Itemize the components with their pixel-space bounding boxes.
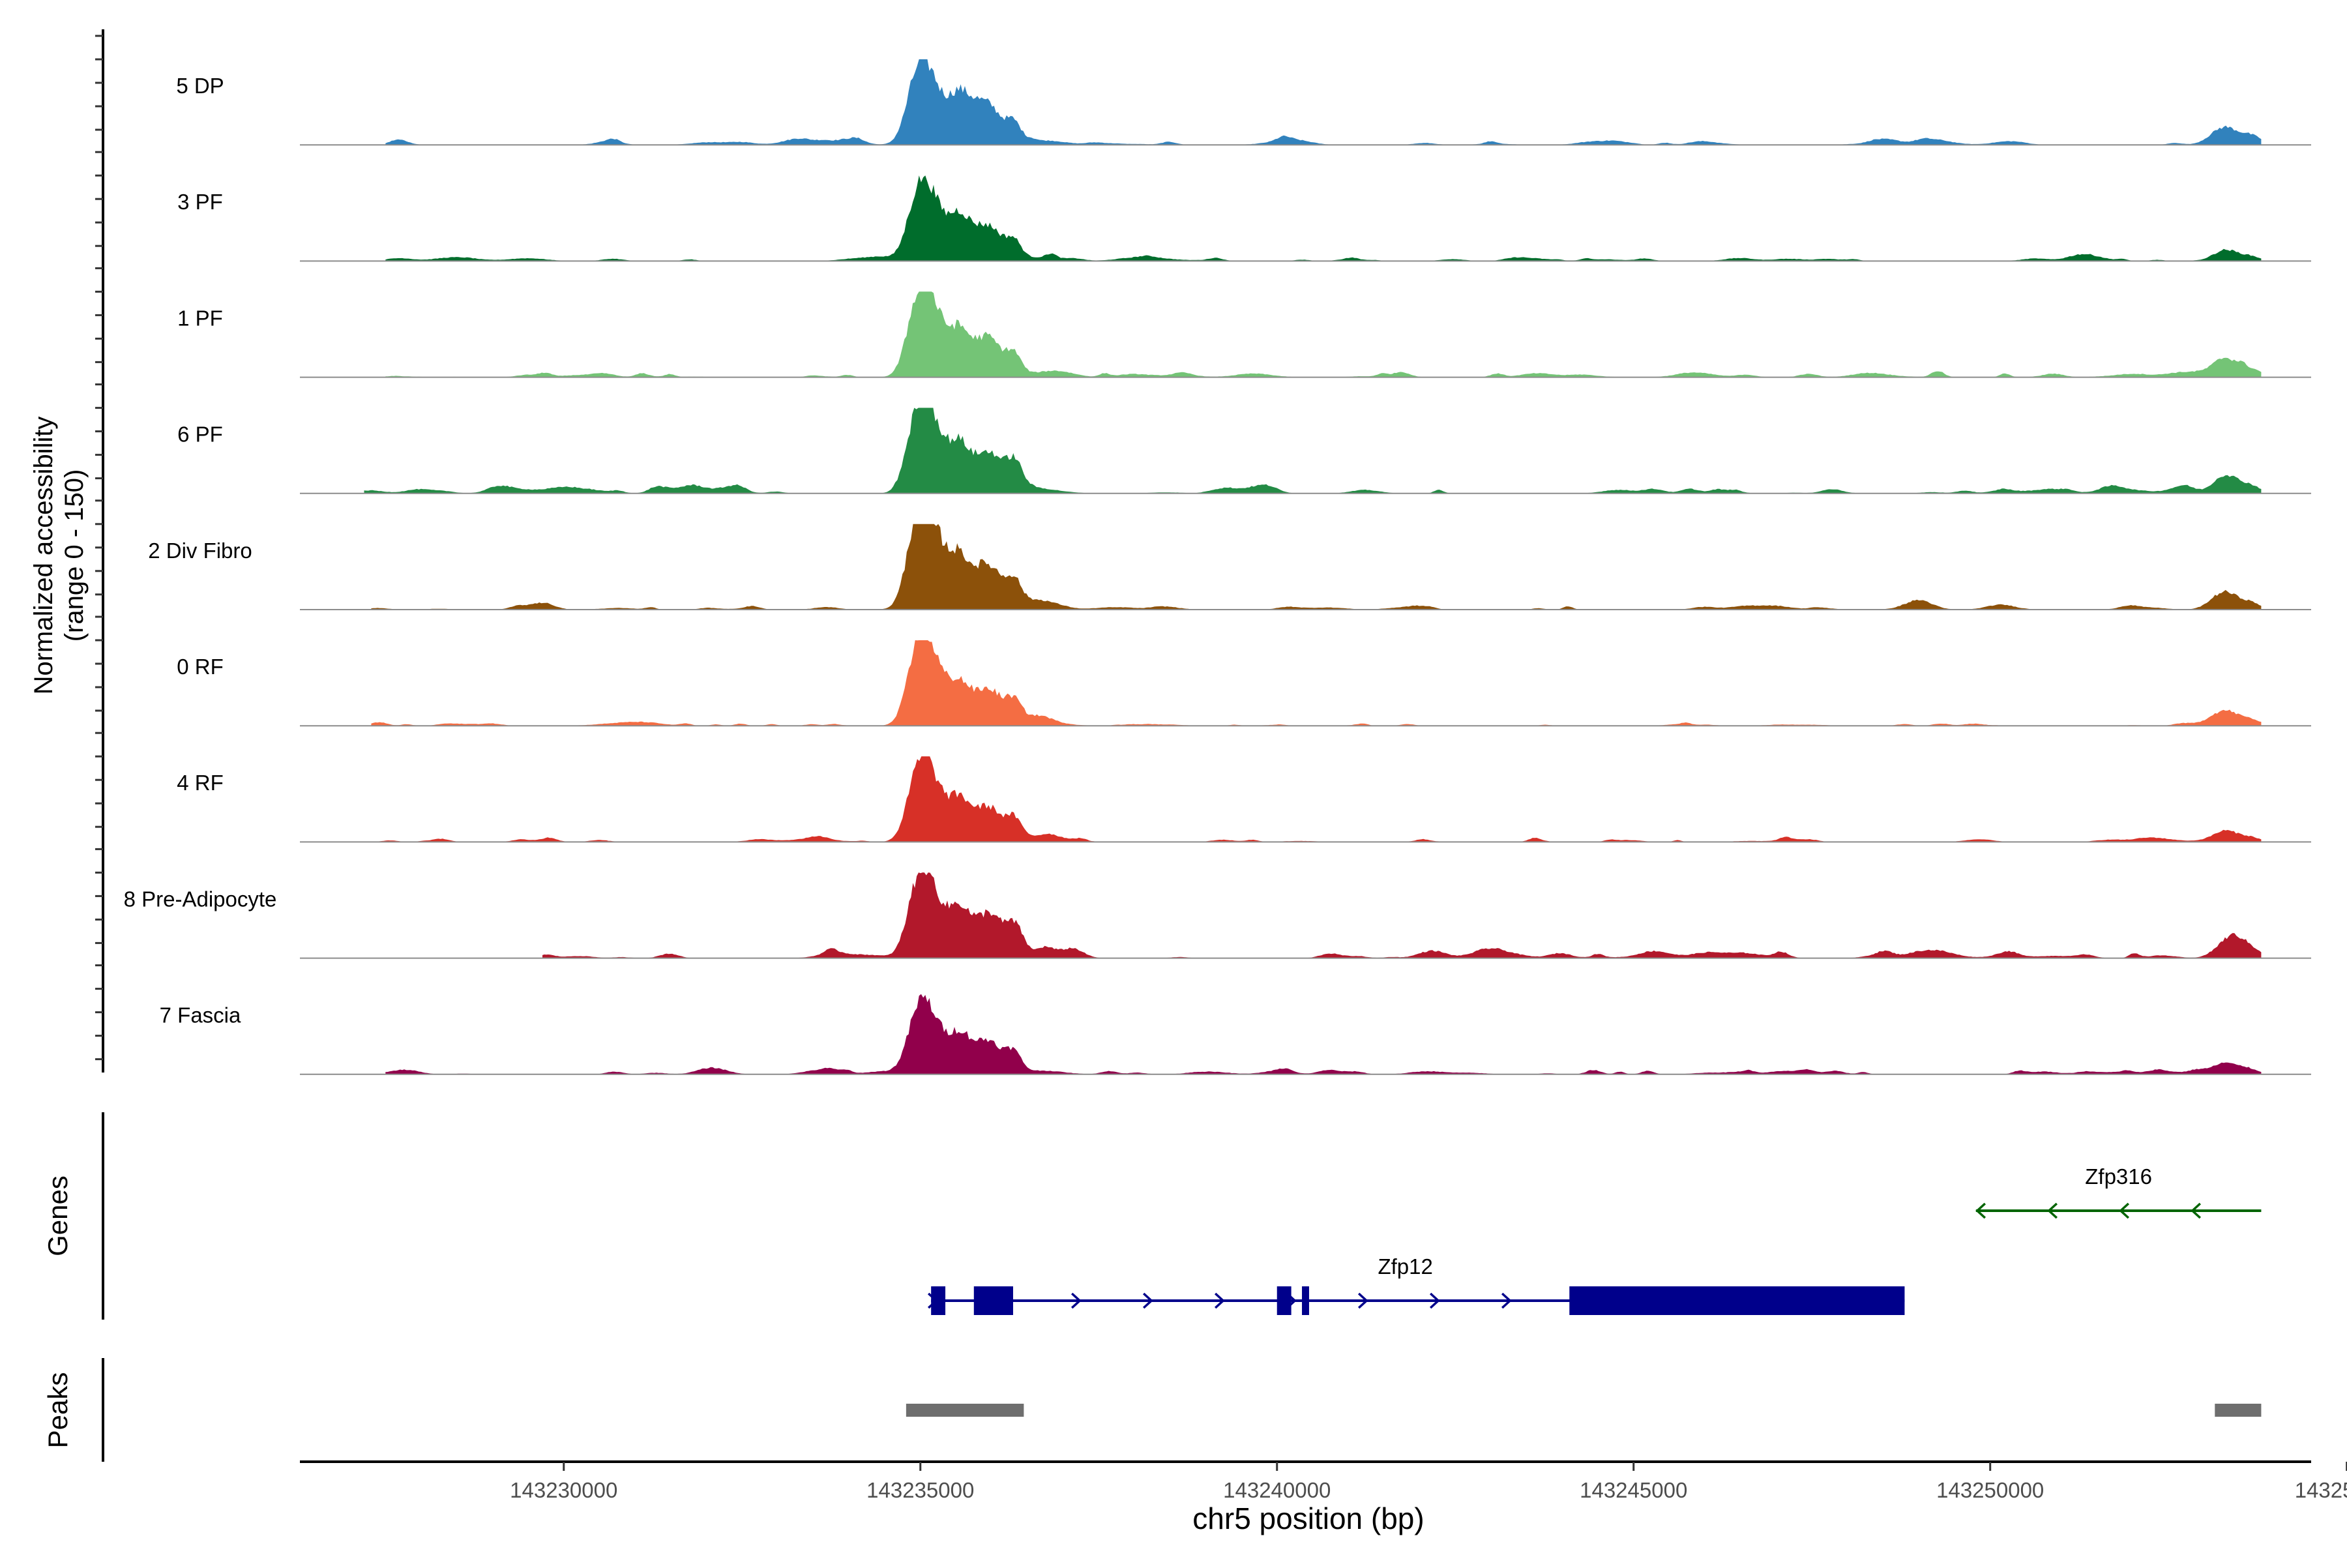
coverage-area — [371, 640, 2262, 726]
strand-chevron — [1142, 1292, 1153, 1309]
exon — [1569, 1286, 1905, 1315]
coverage-tracks: 5 DP 3 PF 1 PF 6 PF 2 Div Fibro 0 RF 4 RF 8 Pre… — [124, 59, 2311, 1075]
coverage-area — [542, 872, 2262, 958]
x-tick-label: 143235000 — [866, 1478, 974, 1502]
peak-regions — [906, 1404, 2262, 1417]
exon — [1302, 1286, 1309, 1315]
coverage-area — [385, 59, 2262, 145]
coverage-area — [371, 756, 2262, 842]
track-label: 2 Div Fibro — [148, 539, 252, 563]
strand-chevron — [1214, 1292, 1225, 1309]
peak-bar — [906, 1404, 1024, 1417]
track-label: 0 RF — [177, 655, 224, 679]
track-label: 7 Fascia — [160, 1003, 241, 1028]
y-axis-title-line2: (range 0 - 150) — [60, 469, 89, 642]
y-axis — [95, 29, 104, 1072]
track-label: 5 DP — [176, 74, 224, 98]
track-2-div-fibro: 2 Div Fibro — [148, 524, 2311, 610]
y-axis-title: Normalized accessibility (range 0 - 150) — [29, 417, 89, 695]
track-4-rf: 4 RF — [177, 756, 2311, 843]
x-tick-label: 143250000 — [1936, 1478, 2044, 1502]
track-1-pf: 1 PF — [177, 291, 2311, 378]
genes-label: Genes — [42, 1176, 73, 1256]
track-6-pf: 6 PF — [177, 407, 2311, 494]
x-tick-label: 143230000 — [510, 1478, 617, 1502]
gene-label: Zfp316 — [2085, 1164, 2152, 1189]
strand-chevron — [2191, 1202, 2202, 1219]
genes-panel: Genes Zfp12 Zfp316 — [42, 1112, 2262, 1320]
exon — [973, 1286, 1013, 1315]
x-axis: 143230000 143235000 143240000 143245000 1432… — [300, 1460, 2347, 1502]
peak-bar — [2215, 1404, 2262, 1417]
coverage-area — [385, 994, 2262, 1074]
track-8-pre-adipocyte: 8 Pre-Adipocyte — [124, 872, 2311, 959]
strand-chevron — [1429, 1292, 1440, 1309]
strand-chevron — [1975, 1202, 1986, 1219]
track-label: 6 PF — [177, 422, 223, 447]
exon — [1277, 1286, 1292, 1315]
x-tick-label: 143245000 — [1580, 1478, 1687, 1502]
y-axis-title-line1: Normalized accessibility — [29, 417, 58, 695]
track-3-pf: 3 PF — [177, 175, 2311, 262]
track-5-dp: 5 DP — [176, 59, 2311, 146]
coverage-area — [385, 175, 2262, 261]
coverage-area — [371, 524, 2262, 610]
track-label: 1 PF — [177, 306, 223, 330]
x-tick-label: 143240000 — [1223, 1478, 1331, 1502]
gene-zfp316: Zfp316 — [1975, 1164, 2262, 1219]
peaks-panel: Peaks — [42, 1358, 2262, 1462]
track-0-rf: 0 RF — [177, 640, 2311, 727]
strand-chevron — [1357, 1292, 1368, 1309]
strand-chevron — [2047, 1202, 2058, 1219]
strand-chevron — [2119, 1202, 2130, 1219]
strand-chevron — [1501, 1292, 1512, 1309]
exon — [931, 1286, 946, 1315]
x-tick-label: 1432550000 — [2295, 1478, 2347, 1502]
track-7-fascia: 7 Fascia — [160, 994, 2311, 1075]
gene-label: Zfp12 — [1378, 1254, 1432, 1279]
x-axis-title: chr5 position (bp) — [1192, 1501, 1424, 1535]
track-label: 3 PF — [177, 190, 223, 214]
track-label: 4 RF — [177, 771, 224, 795]
gene-models: Zfp12 Zfp316 — [927, 1164, 2262, 1315]
track-label: 8 Pre-Adipocyte — [124, 887, 277, 911]
gene-zfp12: Zfp12 — [927, 1254, 1905, 1315]
strand-chevron — [1070, 1292, 1082, 1309]
coverage-area — [364, 407, 2262, 494]
coverage-area — [385, 291, 2262, 377]
peaks-label: Peaks — [42, 1372, 73, 1449]
